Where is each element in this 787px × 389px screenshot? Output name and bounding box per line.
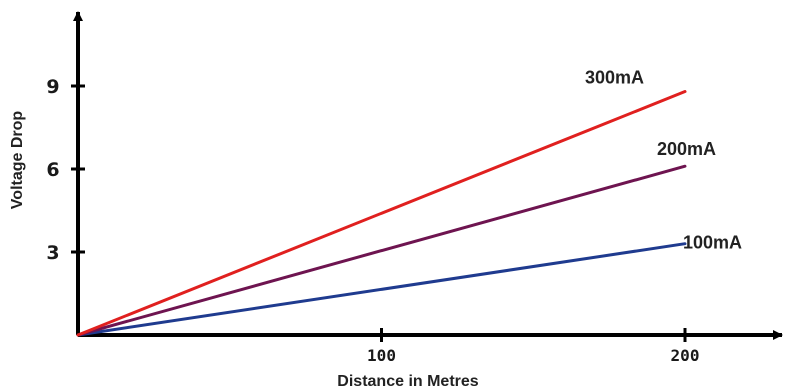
series-label: 100mA	[683, 233, 742, 253]
x-tick-label: 200	[671, 346, 700, 365]
y-tick-label: 9	[46, 76, 59, 98]
series-line	[76, 242, 687, 337]
y-tick-label: 3	[46, 242, 59, 264]
y-axis-title: Voltage Drop	[9, 111, 26, 210]
y-tick-label: 6	[46, 159, 59, 181]
series-line	[76, 164, 687, 337]
series-label: 200mA	[657, 139, 716, 159]
x-tick-label: 100	[367, 346, 396, 365]
series-line	[76, 90, 687, 337]
x-axis-title: Distance in Metres	[337, 373, 478, 389]
series-label: 300mA	[585, 68, 644, 88]
